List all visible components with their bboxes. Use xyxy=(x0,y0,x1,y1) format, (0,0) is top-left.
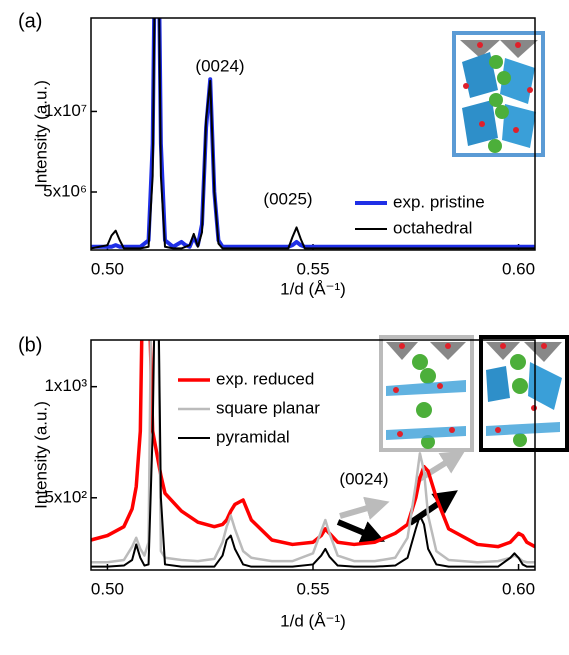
series-line xyxy=(91,340,535,568)
legend-label: square planar xyxy=(216,398,320,417)
inset-octahedral xyxy=(452,31,545,157)
y-tick-label: 1x10⁷ xyxy=(44,101,87,120)
y-axis-label: Intensity (a.u.) xyxy=(31,401,50,509)
y-axis-label: Intensity (a.u.) xyxy=(31,80,50,188)
x-tick-label: 0.55 xyxy=(296,259,329,278)
series-line xyxy=(91,18,535,250)
legend-label: octahedral xyxy=(393,218,472,237)
annotation: (0025) xyxy=(263,189,312,208)
series-line xyxy=(91,340,535,564)
axes-frame xyxy=(90,17,536,251)
y-tick-label: 1x10³ xyxy=(44,376,87,395)
panel-label: (a) xyxy=(18,10,42,32)
y-tick-label: 5x10⁶ xyxy=(43,181,87,200)
x-axis-label: 1/d (Å⁻¹) xyxy=(280,279,346,298)
panel-label: (b) xyxy=(18,334,42,356)
legend-label: exp. pristine xyxy=(393,192,485,211)
x-tick-label: 0.50 xyxy=(91,579,124,598)
legend-label: exp. reduced xyxy=(216,369,314,388)
annotation: (0024) xyxy=(195,56,244,75)
inset-pyramidal xyxy=(479,335,569,452)
plot-area xyxy=(91,340,535,568)
axes-frame xyxy=(90,339,536,571)
x-axis-label: 1/d (Å⁻¹) xyxy=(280,611,346,630)
x-tick-label: 0.50 xyxy=(91,259,124,278)
legend-label: pyramidal xyxy=(216,427,290,446)
x-tick-label: 0.60 xyxy=(502,259,535,278)
plot-area xyxy=(91,18,535,250)
inset-square-planar xyxy=(379,335,474,452)
x-tick-label: 0.55 xyxy=(296,579,329,598)
x-tick-label: 0.60 xyxy=(502,579,535,598)
annotation: (0024) xyxy=(339,469,388,488)
y-tick-label: 5x10² xyxy=(44,487,87,506)
